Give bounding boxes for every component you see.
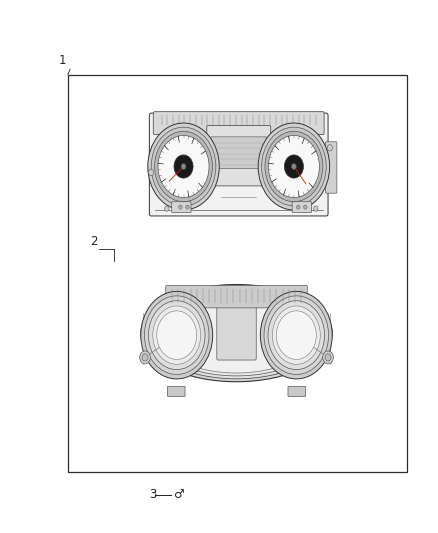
Ellipse shape [141, 285, 332, 382]
Circle shape [181, 164, 186, 169]
Circle shape [140, 351, 150, 364]
Circle shape [276, 311, 316, 359]
Circle shape [148, 123, 219, 210]
Ellipse shape [152, 290, 321, 376]
Ellipse shape [147, 287, 326, 379]
Circle shape [265, 131, 323, 201]
Circle shape [258, 123, 330, 210]
Circle shape [327, 144, 332, 151]
Circle shape [157, 311, 197, 359]
Text: 2: 2 [90, 235, 97, 248]
FancyBboxPatch shape [211, 137, 267, 168]
FancyBboxPatch shape [207, 125, 271, 186]
Bar [68, 75, 407, 472]
Circle shape [268, 301, 325, 369]
Circle shape [155, 131, 212, 201]
Text: ♂: ♂ [173, 488, 184, 501]
Circle shape [158, 135, 209, 198]
Circle shape [148, 169, 154, 176]
Circle shape [151, 127, 216, 206]
FancyBboxPatch shape [172, 202, 191, 213]
Circle shape [268, 135, 319, 198]
FancyBboxPatch shape [325, 142, 337, 193]
Circle shape [284, 155, 304, 178]
Circle shape [304, 205, 307, 209]
Circle shape [297, 205, 300, 209]
FancyBboxPatch shape [149, 113, 328, 216]
Circle shape [179, 205, 182, 209]
Text: 3: 3 [149, 488, 156, 501]
Circle shape [165, 206, 169, 212]
Circle shape [260, 292, 332, 379]
FancyBboxPatch shape [166, 286, 307, 308]
FancyBboxPatch shape [288, 386, 306, 397]
Circle shape [145, 296, 209, 375]
Circle shape [148, 301, 205, 369]
FancyBboxPatch shape [153, 112, 324, 135]
Circle shape [264, 296, 328, 375]
Circle shape [142, 354, 148, 361]
Circle shape [272, 306, 320, 365]
Circle shape [153, 306, 201, 365]
Ellipse shape [158, 293, 315, 373]
Circle shape [292, 164, 296, 169]
Circle shape [174, 155, 193, 178]
Text: 1: 1 [59, 54, 67, 67]
Circle shape [314, 206, 318, 212]
Circle shape [186, 205, 189, 209]
FancyBboxPatch shape [167, 386, 185, 397]
Circle shape [261, 127, 326, 206]
FancyBboxPatch shape [292, 202, 311, 213]
Circle shape [323, 351, 333, 364]
FancyBboxPatch shape [217, 306, 256, 360]
Circle shape [141, 292, 213, 379]
Circle shape [325, 354, 331, 361]
